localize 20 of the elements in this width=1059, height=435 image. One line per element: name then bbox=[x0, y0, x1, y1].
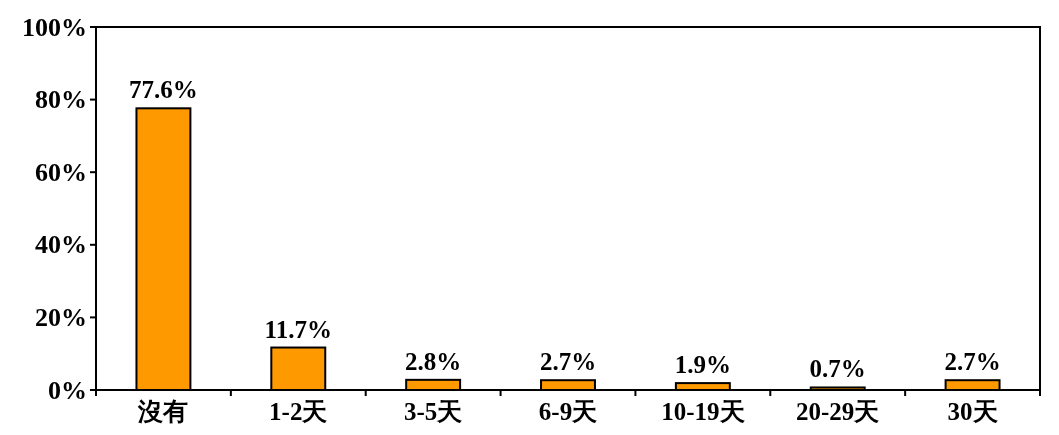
x-tick-label: 1-2天 bbox=[269, 398, 328, 425]
x-tick-label: 沒有 bbox=[137, 398, 189, 425]
data-label: 77.6% bbox=[129, 76, 198, 104]
y-tick-label: 0% bbox=[48, 375, 87, 405]
data-label: 0.7% bbox=[809, 355, 866, 383]
data-label: 2.7% bbox=[539, 348, 597, 376]
y-tick-label: 40% bbox=[35, 230, 87, 260]
data-label: 11.7% bbox=[264, 315, 332, 343]
y-tick-label: 20% bbox=[35, 302, 87, 332]
x-tick-label: 6-9天 bbox=[538, 398, 598, 425]
y-tick-label: 60% bbox=[35, 157, 87, 187]
x-tick-label: 30天 bbox=[947, 398, 998, 425]
x-tick-label: 10-19天 bbox=[661, 398, 745, 425]
data-label: 1.9% bbox=[674, 351, 731, 379]
data-label: 2.7% bbox=[944, 348, 1001, 376]
x-tick-label: 3-5天 bbox=[403, 398, 463, 425]
y-tick-label: 100% bbox=[22, 12, 87, 42]
y-tick-label: 80% bbox=[35, 85, 87, 115]
data-label: 2.8% bbox=[405, 347, 462, 375]
x-tick-label: 20-29天 bbox=[796, 398, 880, 425]
